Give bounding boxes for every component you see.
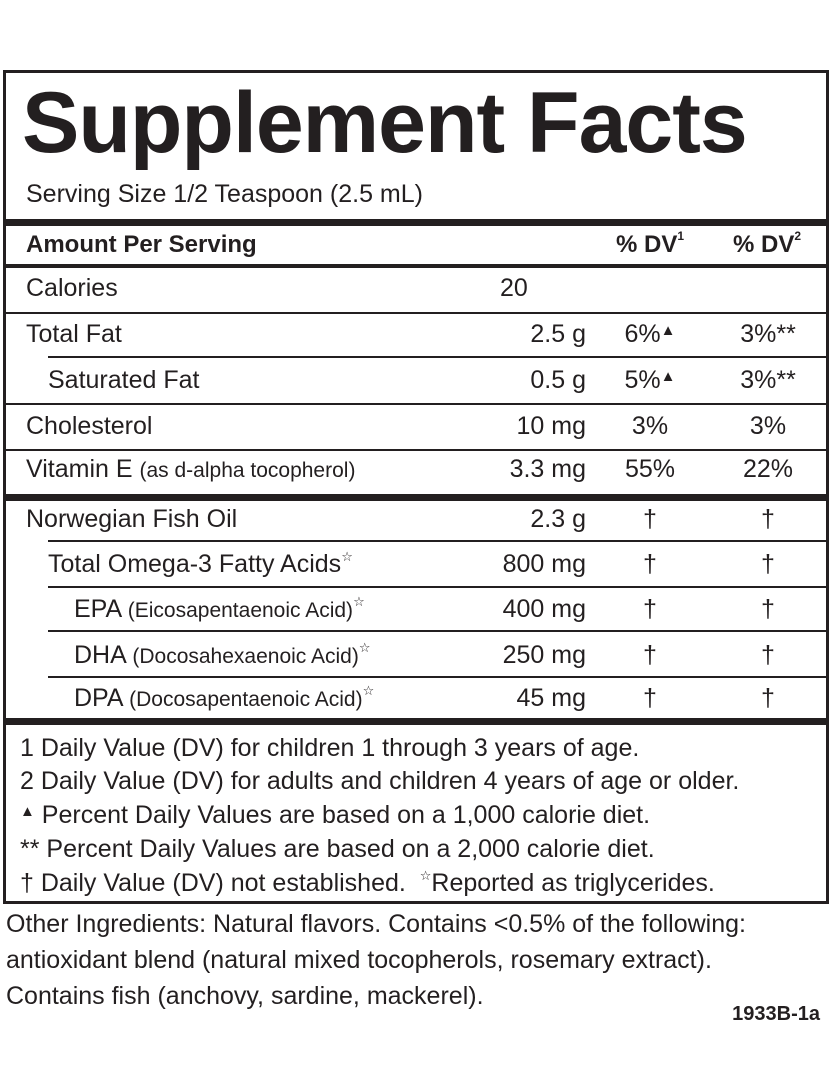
nutrient-name: Total Omega-3 Fatty Acids☆ (48, 549, 353, 578)
star-icon: ☆ (353, 594, 365, 609)
nutrient-dv1: † (643, 641, 657, 669)
nutrient-dv1: 55% (624, 455, 676, 483)
triangle-icon: ▲ (20, 803, 35, 820)
row-divider (6, 449, 826, 451)
nutrient-amount: 800 mg (502, 550, 586, 578)
row-divider (48, 630, 826, 632)
row-divider (48, 586, 826, 588)
nutrient-amount: 45 mg (516, 684, 586, 712)
row-divider (48, 676, 826, 678)
nutrient-amount: 10 mg (516, 412, 586, 440)
nutrient-amount: 20 (500, 274, 528, 302)
row-divider (48, 540, 826, 542)
nutrient-name: DHA (Docosahexaenoic Acid)☆ (74, 640, 371, 669)
nutrient-name: Cholesterol (26, 412, 153, 440)
nutrient-dv1: † (643, 595, 657, 623)
footnote-divider (6, 718, 826, 725)
dv2-header: % DV2 (733, 229, 802, 258)
footnote-4: ** Percent Daily Values are based on a 2… (20, 835, 655, 863)
triangle-icon: ▲ (660, 368, 676, 385)
nutrient-name: Calories (26, 274, 118, 302)
nutrient-dv2: † (761, 550, 775, 578)
nutrient-dv1: 3% (631, 412, 669, 440)
dv1-header: % DV1 (616, 229, 685, 258)
nutrient-dv2: † (761, 505, 775, 533)
nutrient-dv1: 5%▲ (624, 366, 676, 394)
footnote-3: ▲ Percent Daily Values are based on a 1,… (20, 801, 651, 829)
other-ingredients-line-1: Other Ingredients: Natural flavors. Cont… (6, 910, 746, 938)
nutrient-dv2: 22% (742, 455, 794, 483)
star-icon: ☆ (362, 683, 375, 698)
nutrient-amount: 2.5 g (530, 320, 586, 348)
section-divider (6, 494, 826, 501)
nutrient-name: Total Fat (26, 320, 122, 348)
product-code: 1933B-1a (732, 1003, 820, 1025)
header-divider (6, 264, 826, 268)
other-ingredients-line-2: antioxidant blend (natural mixed tocophe… (6, 946, 712, 974)
thick-divider (6, 219, 826, 226)
nutrient-amount: 2.3 g (530, 505, 586, 533)
footnote-1: 1 Daily Value (DV) for children 1 throug… (20, 734, 640, 762)
nutrient-dv2: † (761, 641, 775, 669)
triangle-icon: ▲ (660, 322, 676, 339)
star-icon: ☆ (358, 640, 371, 655)
nutrient-dv2: 3%** (740, 320, 796, 348)
row-divider (6, 403, 826, 405)
nutrient-amount: 3.3 mg (509, 455, 586, 483)
nutrient-dv2: † (761, 684, 775, 712)
supplement-facts-panel (3, 70, 829, 904)
nutrient-dv2: † (761, 595, 775, 623)
nutrient-name: Norwegian Fish Oil (26, 505, 238, 533)
nutrient-amount: 250 mg (502, 641, 586, 669)
nutrient-name: Vitamin E (as d-alpha tocopherol) (26, 455, 356, 483)
footnote-5: † Daily Value (DV) not established. ☆Rep… (20, 868, 715, 897)
nutrient-name: Saturated Fat (48, 366, 200, 394)
nutrient-dv1: † (643, 505, 657, 533)
panel-title: Supplement Facts (22, 75, 748, 171)
row-divider (48, 356, 826, 358)
star-icon: ☆ (341, 549, 353, 564)
row-divider (6, 312, 826, 314)
nutrient-amount: 0.5 g (530, 366, 586, 394)
nutrient-amount: 400 mg (502, 595, 586, 623)
nutrient-dv1: † (643, 550, 657, 578)
amount-per-serving-header: Amount Per Serving (26, 231, 257, 258)
nutrient-name: EPA (Eicosapentaenoic Acid)☆ (74, 594, 365, 623)
star-icon: ☆ (419, 868, 432, 883)
nutrient-dv1: 6%▲ (624, 320, 676, 348)
nutrient-name: DPA (Docosapentaenoic Acid)☆ (74, 683, 375, 712)
nutrient-dv2: 3% (749, 412, 787, 440)
serving-size: Serving Size 1/2 Teaspoon (2.5 mL) (26, 180, 423, 208)
nutrient-dv2: 3%** (740, 366, 796, 394)
footnote-2: 2 Daily Value (DV) for adults and childr… (20, 767, 740, 795)
other-ingredients-line-3: Contains fish (anchovy, sardine, mackere… (6, 982, 484, 1010)
nutrient-dv1: † (643, 684, 657, 712)
